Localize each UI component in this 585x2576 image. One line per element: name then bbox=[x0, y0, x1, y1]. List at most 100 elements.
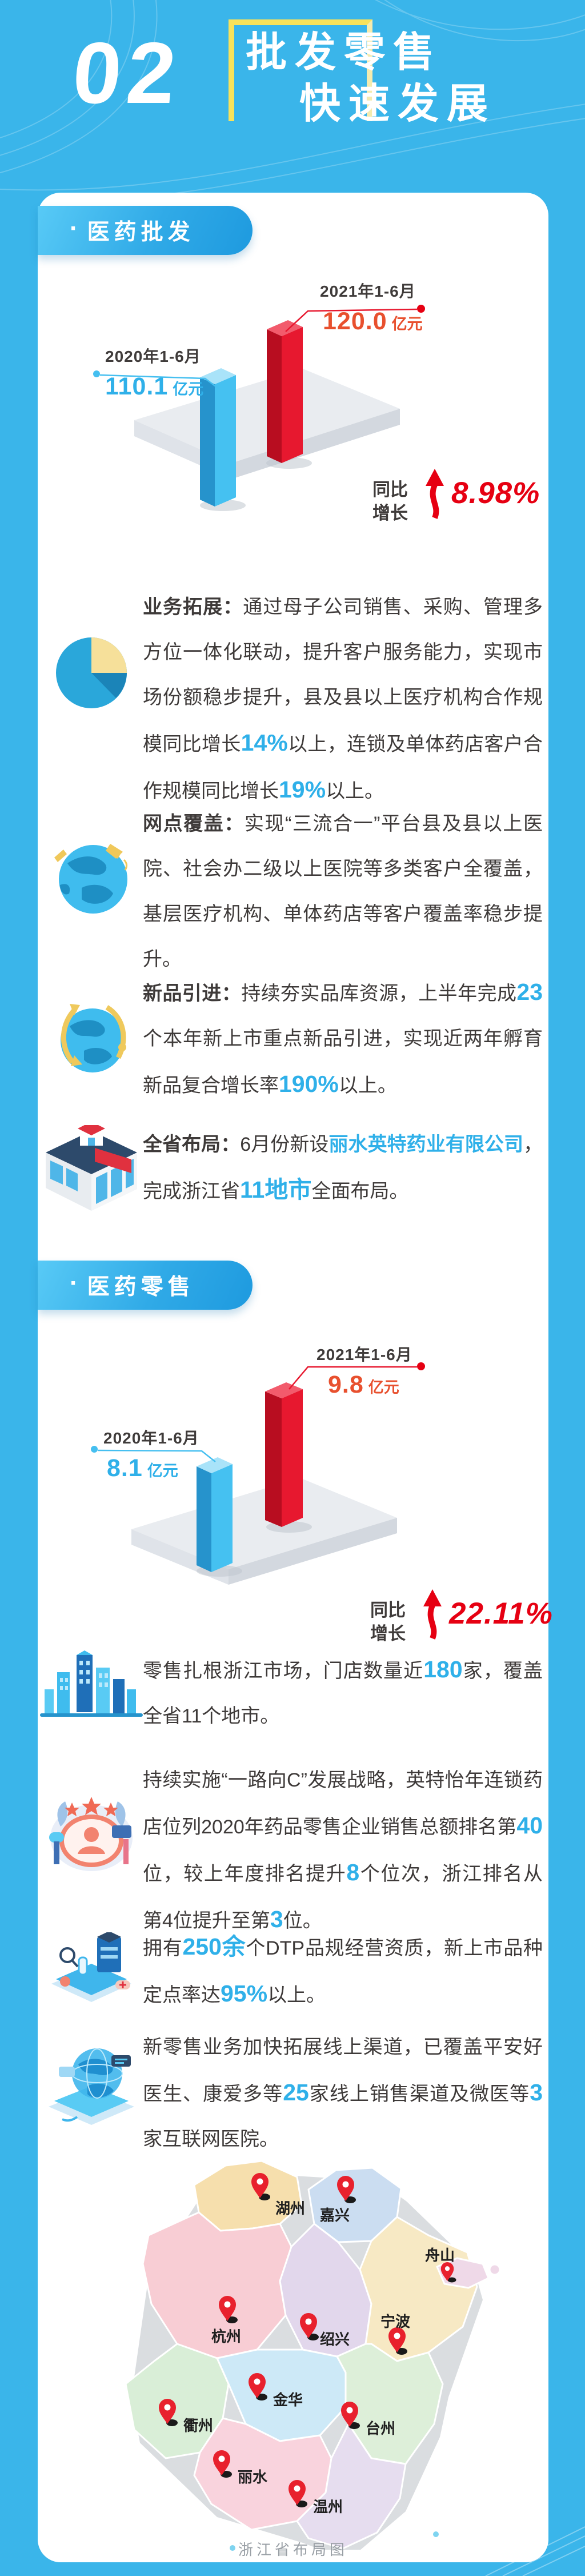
chart2-value-2020-number: 8.1 bbox=[107, 1454, 143, 1482]
text-segment: 位。 bbox=[283, 1910, 322, 1932]
text-segment: 家，覆盖全省11个地市。 bbox=[143, 1660, 543, 1727]
wholesale-bar-chart bbox=[93, 305, 425, 511]
chart1-value-2021-number: 120.0 bbox=[323, 308, 387, 335]
text-segment: 拥有 bbox=[143, 1937, 183, 1959]
text-segment: 家线上销售渠道及微医等 bbox=[308, 2083, 530, 2105]
badge-wholesale-label: 医药批发 bbox=[87, 220, 195, 245]
map-pin: 丽水 bbox=[213, 2450, 268, 2486]
chart1-label-2021: 2021年1-6月 bbox=[320, 282, 416, 300]
text-segment: 通过母子公司销售、采购、管理多方位一体化联动，提升客户服务能力，实现市场份额稳步… bbox=[143, 596, 543, 755]
text-segment: 个位次，浙江排名从第4位提升至第 bbox=[143, 1863, 543, 1932]
text-segment: 以上。 bbox=[338, 1075, 397, 1096]
text-segment: 家互联网医院。 bbox=[143, 2128, 279, 2150]
footer-lines-decoration bbox=[485, 2526, 585, 2576]
map-regions bbox=[125, 2160, 501, 2550]
pointer-2021 bbox=[285, 305, 425, 332]
bar-2021 bbox=[265, 1382, 303, 1527]
pointer-2020 bbox=[93, 370, 219, 389]
wholesale-block-network-coverage: 网点覆盖：实现“三流合一”平台县及县以上医院、社会办二级以上医院等多类客户全覆盖… bbox=[143, 801, 543, 982]
section-number: 02 bbox=[69, 25, 186, 122]
text-segment: 实现“三流合一”平台县及县以上医院、社会办二级以上医院等多类客户全覆盖，基层医疗… bbox=[143, 813, 543, 970]
text-segment: 持续夯实品库资源，上半年完成 bbox=[241, 983, 517, 1004]
pie-chart-icon bbox=[56, 637, 127, 708]
chart2-growth-value: 22.11% bbox=[449, 1597, 553, 1630]
wholesale-block-province-layout: 全省布局：6月份新设丽水英特药业有限公司，完成浙江省11地市全面布局。 bbox=[143, 1122, 543, 1214]
map-pin: 湖州 bbox=[251, 2173, 305, 2217]
text-segment: 3 bbox=[530, 2079, 543, 2106]
badge-retail-label: 医药零售 bbox=[87, 1275, 195, 1299]
title-accent-square bbox=[229, 19, 372, 121]
text-segment: 180 bbox=[423, 1656, 463, 1682]
deco-dot bbox=[230, 2545, 235, 2551]
map-city-label: 衢州 bbox=[183, 2417, 213, 2434]
map-pin: 嘉兴 bbox=[320, 2176, 356, 2224]
text-segment: 个DTP品规经营资质，新上市品种定点率达 bbox=[143, 1937, 543, 2006]
ranking-medal-icon bbox=[49, 1797, 133, 1871]
building-icon bbox=[46, 1125, 137, 1211]
dtp-lab-icon bbox=[51, 1932, 131, 2002]
retail-block-dtp: 拥有250余个DTP品规经营资质，新上市品种定点率达95%以上。 bbox=[143, 1924, 543, 2018]
bar-2020 bbox=[200, 368, 236, 507]
map-city-label: 嘉兴 bbox=[320, 2207, 350, 2224]
map-pin: 宁波 bbox=[380, 2313, 411, 2355]
map-pin: 杭州 bbox=[211, 2296, 241, 2345]
chart2-unit: 亿元 bbox=[368, 1379, 399, 1396]
map-pin: 金华 bbox=[249, 2373, 303, 2408]
text-segment: 零售扎根浙江市场，门店数量近 bbox=[143, 1660, 424, 1682]
growth-arrow-icon bbox=[423, 1589, 442, 1640]
pointer-2020 bbox=[91, 1446, 216, 1462]
chart1-value-2020: 110.1 亿元 bbox=[105, 373, 203, 401]
chart2-value-2021-number: 9.8 bbox=[328, 1371, 364, 1398]
text-segment: 14% bbox=[241, 729, 288, 756]
globe-arrows-icon bbox=[61, 1004, 126, 1072]
retail-block-stores: 零售扎根浙江市场，门店数量近180家，覆盖全省11个地市。 bbox=[143, 1647, 543, 1739]
text-segment: 全省布局： bbox=[143, 1134, 241, 1155]
text-segment: 以上，连锁及单体药店客户合作规模同比增长 bbox=[143, 733, 543, 802]
chart1-unit: 亿元 bbox=[391, 316, 423, 333]
page-title-line1: 批发零售 bbox=[246, 30, 443, 75]
wholesale-block-new-products: 新品引进：持续夯实品库资源，上半年完成23 个本年新上市重点新品引进，实现近两年孵… bbox=[143, 970, 543, 1108]
badge-wholesale: · 医药批发 bbox=[38, 206, 253, 255]
chart2-label-2020: 2020年1-6月 bbox=[103, 1429, 199, 1447]
badge-bullet-icon: · bbox=[70, 214, 78, 242]
map-city-label: 湖州 bbox=[275, 2200, 305, 2217]
chart2-label-2021: 2021年1-6月 bbox=[316, 1346, 412, 1363]
text-segment: 25 bbox=[283, 2079, 309, 2106]
map-city-label: 绍兴 bbox=[320, 2331, 350, 2348]
badge-bullet-icon: · bbox=[70, 1269, 78, 1297]
chart2-growth-label: 同比 增长 bbox=[370, 1600, 406, 1644]
city-buildings-icon bbox=[40, 1650, 143, 1717]
page-title-line2: 快速发展 bbox=[299, 81, 496, 127]
chart1-growth-value: 8.98% bbox=[451, 476, 540, 510]
map-city-label: 台州 bbox=[366, 2420, 395, 2437]
text-segment: 以上。 bbox=[326, 780, 384, 802]
text-segment: 40 bbox=[516, 1812, 543, 1839]
map-pin: 台州 bbox=[341, 2402, 395, 2437]
map-pin: 舟山 bbox=[425, 2247, 456, 2283]
retail-block-online: 新零售业务加快拓展线上渠道，已覆盖平安好医生、康爱多等25家线上销售渠道及微医等… bbox=[143, 2025, 543, 2162]
text-segment: 持续实施“一路向C”发展战略，英特怡年连锁药店位列2020年药品零售企业销售总额… bbox=[143, 1769, 543, 1838]
text-segment: ，完成浙江省 bbox=[143, 1134, 543, 1202]
retail-bar-chart bbox=[91, 1362, 425, 1585]
badge-retail: · 医药零售 bbox=[38, 1261, 253, 1310]
map-caption: 浙江省布局图 bbox=[238, 2541, 348, 2558]
map-city-label: 金华 bbox=[273, 2391, 303, 2408]
header-wave-decoration bbox=[0, 0, 585, 194]
chart1-label-2020: 2020年1-6月 bbox=[105, 348, 201, 365]
deco-dot bbox=[433, 2531, 439, 2537]
text-segment: 8 bbox=[346, 1859, 360, 1885]
text-segment: 23 bbox=[516, 979, 543, 1005]
text-segment: 3 bbox=[270, 1906, 283, 1932]
chart1-growth-label: 同比 增长 bbox=[372, 480, 408, 523]
chart2-value-2020: 8.1 亿元 bbox=[107, 1454, 178, 1482]
content-card bbox=[38, 193, 548, 2562]
text-segment: 95% bbox=[221, 1980, 268, 2007]
chart2-unit2: 亿元 bbox=[147, 1462, 178, 1480]
text-segment: 网点覆盖： bbox=[143, 813, 245, 835]
map-pin: 温州 bbox=[289, 2480, 343, 2515]
chart2-value-2021: 9.8 亿元 bbox=[328, 1371, 399, 1399]
text-segment: 新零售业务加快拓展线上渠道，已覆盖平安好医生、康爱多等 bbox=[143, 2036, 543, 2105]
growth-arrow-icon bbox=[426, 469, 444, 519]
